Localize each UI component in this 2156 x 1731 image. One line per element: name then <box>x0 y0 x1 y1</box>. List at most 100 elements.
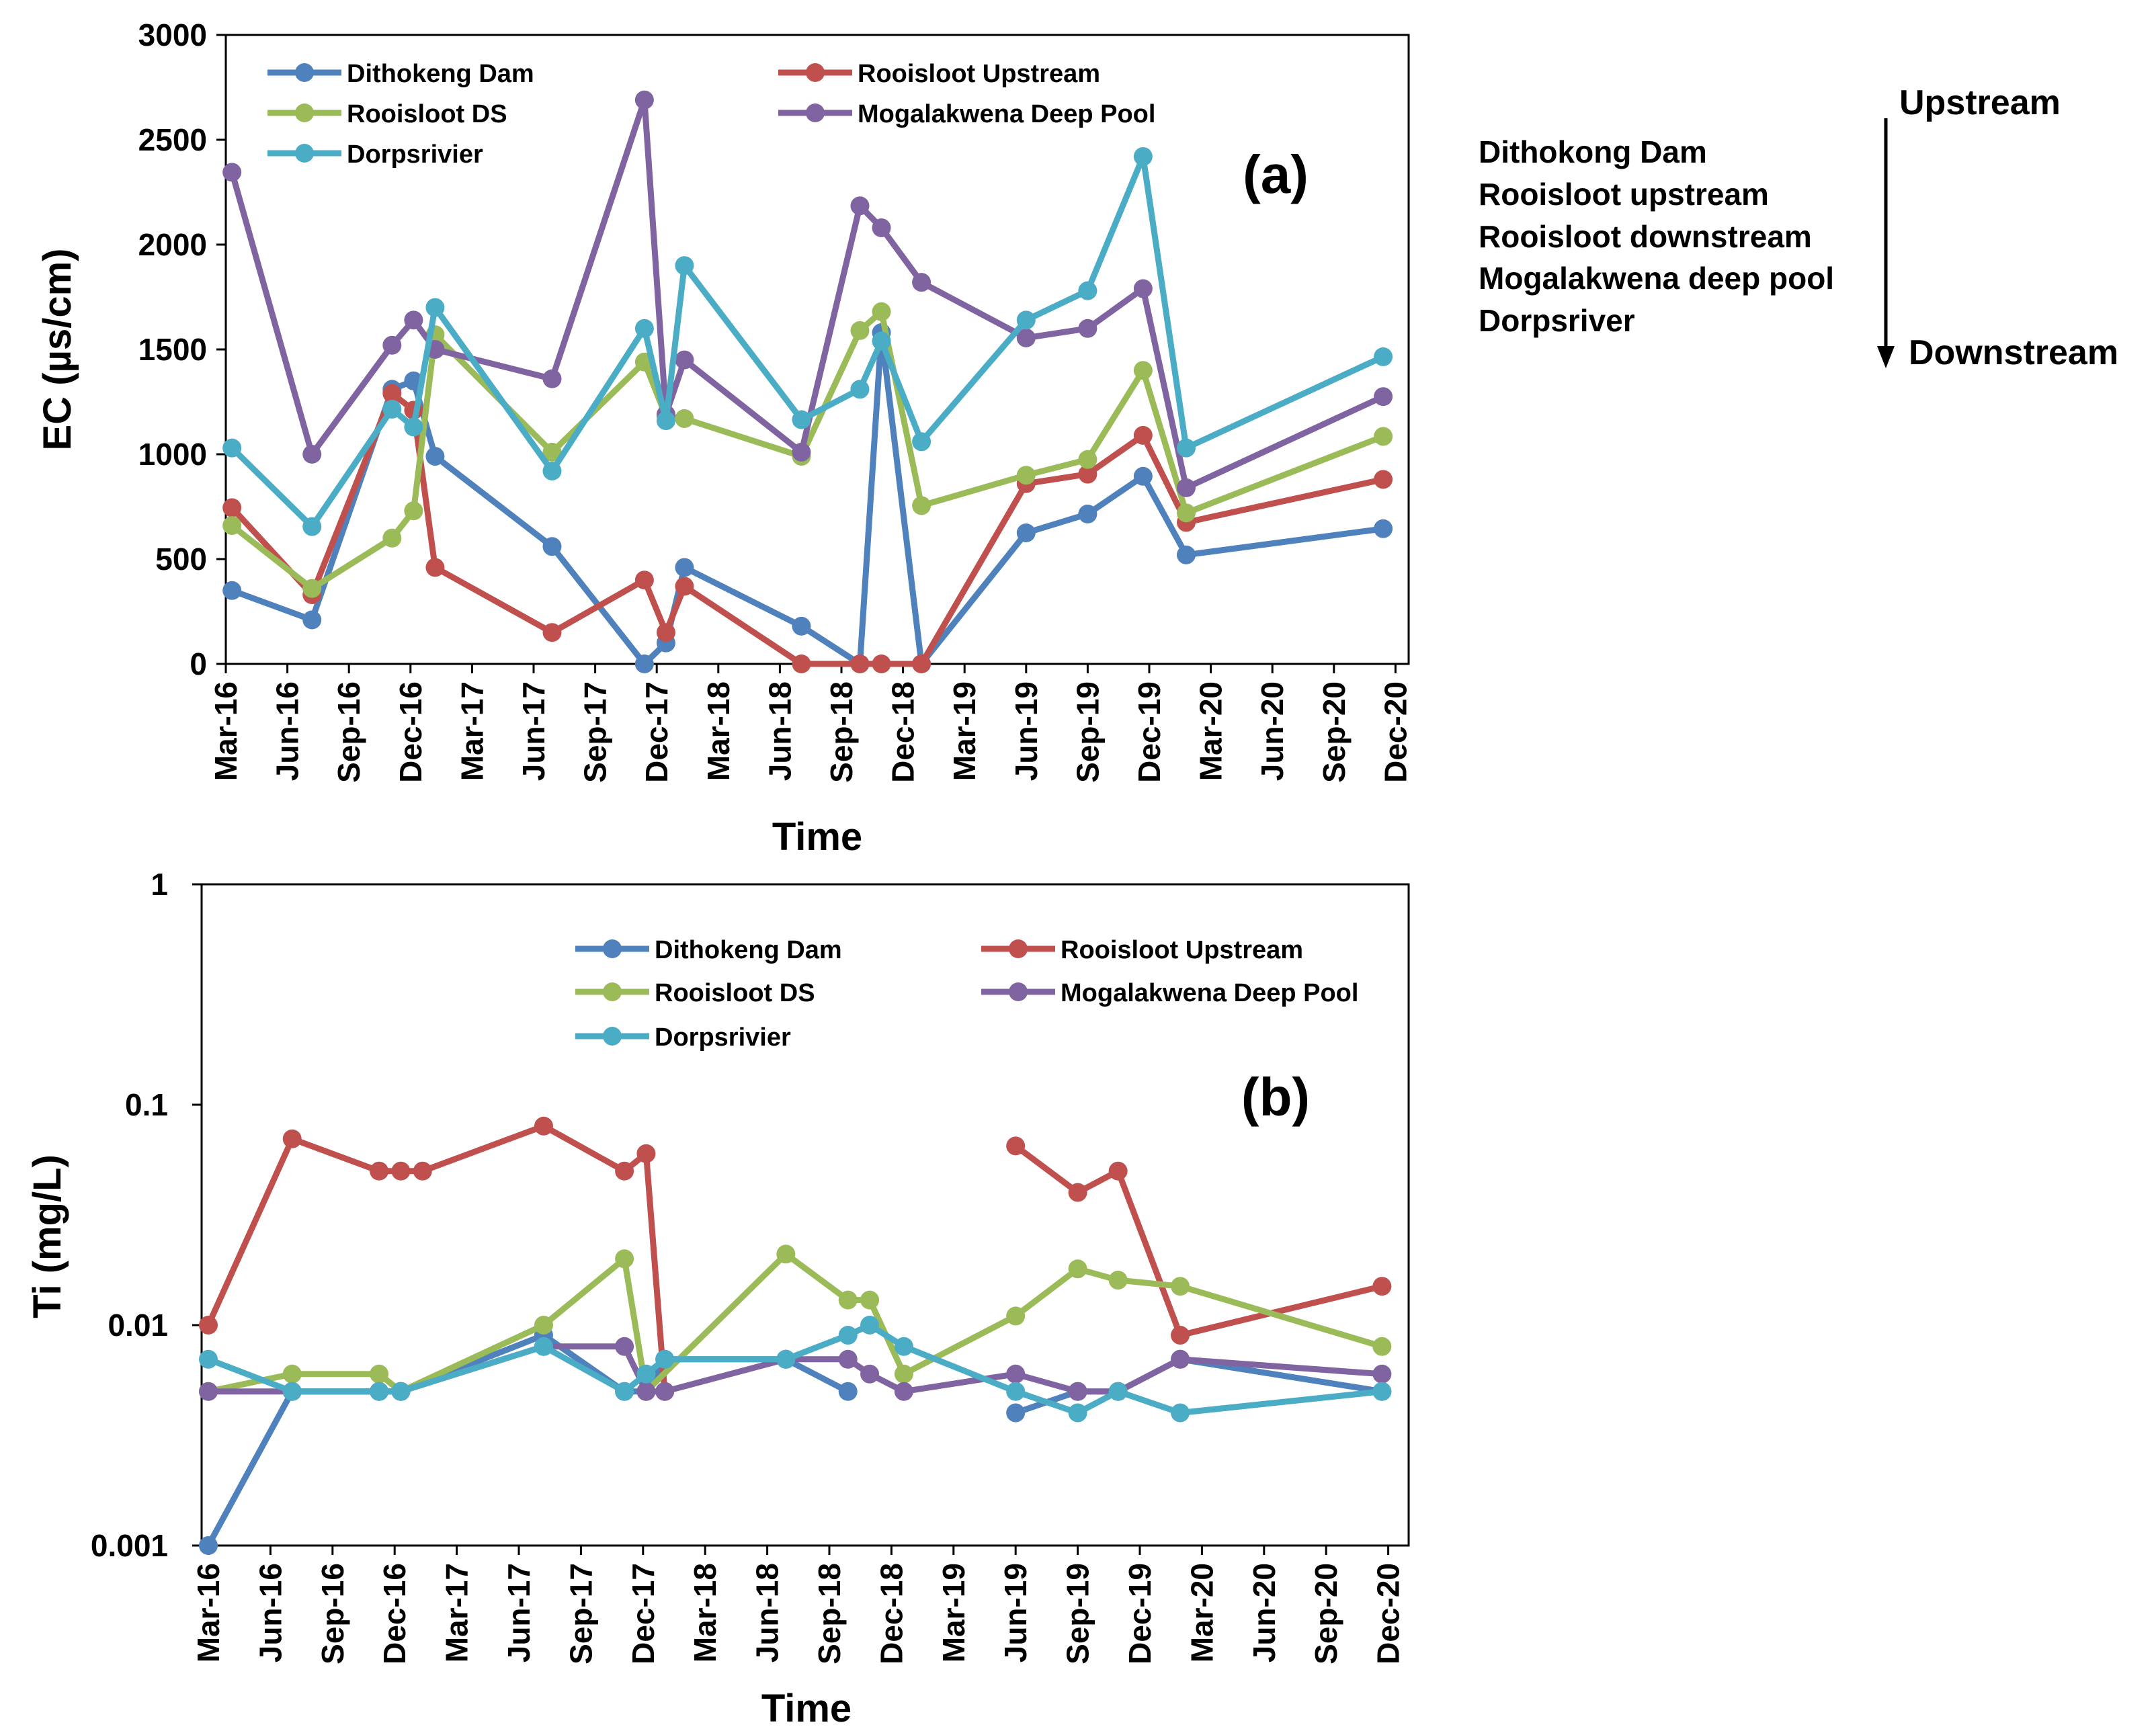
a-xtick-label: Mar-17 <box>454 681 489 781</box>
a-xtick-label: Dec-19 <box>1132 681 1167 783</box>
b-ytick-label: 0.01 <box>108 1308 168 1343</box>
a-point-dorpsrivier <box>792 410 811 429</box>
a-point-rooisloot-upstream <box>872 655 891 673</box>
b-point-rooisloot-ds <box>1372 1337 1392 1356</box>
b-point-rooisloot-upstream <box>391 1161 411 1181</box>
a-xtick-label: Dec-20 <box>1378 681 1413 783</box>
a-point-rooisloot-upstream <box>222 498 242 517</box>
b-point-rooisloot-upstream <box>534 1116 553 1136</box>
a-legend-label: Mogalakwena Deep Pool <box>858 100 1155 128</box>
a-point-mogalakwena-deep-pool <box>792 442 811 462</box>
a-point-dithokeng-dam <box>302 610 322 630</box>
a-xtick-label: Sep-20 <box>1317 681 1352 783</box>
a-series-dorpsrivier <box>222 146 1393 536</box>
b-point-dorpsrivier <box>282 1382 302 1401</box>
a-ytick-label: 2500 <box>138 122 207 157</box>
b-point-dorpsrivier <box>1372 1382 1392 1401</box>
a-series-rooisloot-upstream <box>222 384 1393 673</box>
b-xtick-label: Sep-20 <box>1309 1563 1343 1664</box>
b-point-rooisloot-upstream <box>1372 1277 1392 1296</box>
a-point-rooisloot-upstream <box>634 571 654 590</box>
a-xtick-label: Jun-17 <box>516 681 551 781</box>
b-point-rooisloot-upstream <box>636 1144 656 1163</box>
b-legend-item-dithokeng-dam: Dithokeng Dam <box>575 936 842 964</box>
chart-panel-b: 0.001 0.01 0.1 1 Mar-16 Jun-16 Sep-16 Dec-16 Ma… <box>26 867 1410 1730</box>
b-ytick-label: 1 <box>151 867 168 902</box>
b-point-mogalakwena-deep-pool <box>199 1382 218 1401</box>
a-legend-label: Dithokeng Dam <box>347 60 534 88</box>
a-point-mogalakwena-deep-pool <box>634 90 654 110</box>
a-ytick-label: 1500 <box>138 332 207 367</box>
a-point-rooisloot-ds <box>1176 503 1196 523</box>
a-legend-item-dithokeng-dam: Dithokeng Dam <box>267 60 534 88</box>
b-legend-item-dorpsrivier: Dorpsrivier <box>575 1023 791 1052</box>
b-point-dorpsrivier <box>615 1382 634 1401</box>
a-xtick-label: Dec-16 <box>393 681 428 783</box>
b-point-rooisloot-upstream <box>1006 1136 1026 1156</box>
a-point-rooisloot-ds <box>675 409 694 428</box>
flow-arrow-head <box>1877 346 1895 368</box>
b-point-rooisloot-ds <box>838 1290 858 1310</box>
a-point-dorpsrivier <box>1016 310 1036 330</box>
a-point-mogalakwena-deep-pool <box>404 310 423 330</box>
a-xtick-label: Mar-19 <box>947 681 982 781</box>
b-point-rooisloot-ds <box>370 1364 389 1384</box>
a-point-dithokeng-dam <box>425 447 445 466</box>
b-point-rooisloot-ds <box>1006 1306 1026 1326</box>
b-legend-label: Rooisloot DS <box>655 979 815 1007</box>
b-point-dithokeng-dam <box>838 1382 858 1401</box>
a-point-rooisloot-upstream <box>425 558 445 577</box>
a-point-rooisloot-ds <box>872 302 891 321</box>
a-point-dorpsrivier <box>1133 146 1153 166</box>
b-xtick-label: Jun-16 <box>253 1563 288 1662</box>
b-line-rooisloot-ds <box>208 1251 1383 1395</box>
b-point-rooisloot-upstream <box>1068 1183 1087 1202</box>
panel-b-xlabel: Time <box>761 1687 852 1730</box>
a-ytick-label: 1000 <box>138 437 207 472</box>
b-legend-item-mogalakwena-deep-pool: Mogalakwena Deep Pool <box>981 979 1358 1007</box>
a-point-rooisloot-upstream <box>656 623 675 642</box>
a-xtick-label: Sep-17 <box>578 681 613 783</box>
b-point-dorpsrivier <box>1171 1403 1190 1423</box>
b-point-mogalakwena-deep-pool <box>655 1382 675 1401</box>
b-line-rooisloot-upstream <box>1013 1143 1383 1339</box>
b-point-mogalakwena-deep-pool <box>860 1364 880 1384</box>
a-point-rooisloot-upstream <box>792 655 811 673</box>
b-xtick-label: Dec-17 <box>626 1563 661 1664</box>
b-point-mogalakwena-deep-pool <box>1006 1364 1026 1384</box>
b-point-dorpsrivier <box>534 1337 553 1356</box>
a-point-dithokeng-dam <box>792 616 811 636</box>
a-point-mogalakwena-deep-pool <box>222 163 242 182</box>
a-point-dorpsrivier <box>382 399 402 419</box>
b-point-rooisloot-ds <box>1171 1277 1190 1296</box>
b-xtick-label: Jun-19 <box>998 1563 1033 1662</box>
b-point-dorpsrivier <box>636 1364 656 1384</box>
b-xtick-label: Jun-18 <box>750 1563 785 1662</box>
a-point-rooisloot-ds <box>542 442 562 462</box>
a-point-dorpsrivier <box>1374 347 1393 366</box>
b-point-dorpsrivier <box>860 1316 880 1335</box>
a-point-rooisloot-upstream <box>1133 425 1153 445</box>
b-legend-item-rooisloot-upstream: Rooisloot Upstream <box>981 936 1303 964</box>
panel-a-label: (a) <box>1243 144 1309 204</box>
a-legend-item-rooisloot-upstream: Rooisloot Upstream <box>778 60 1100 88</box>
a-point-dorpsrivier <box>872 331 891 351</box>
a-point-rooisloot-ds <box>1016 466 1036 485</box>
b-point-dorpsrivier <box>894 1337 913 1356</box>
a-point-rooisloot-upstream <box>912 655 931 673</box>
b-point-mogalakwena-deep-pool <box>615 1337 634 1356</box>
a-point-mogalakwena-deep-pool <box>1176 478 1196 497</box>
b-legend-marker <box>1009 939 1028 958</box>
b-point-rooisloot-ds <box>860 1290 880 1310</box>
panel-a-ylabel: EC (µs/cm) <box>36 249 79 451</box>
plot-area-b <box>200 883 1410 1547</box>
b-legend-marker <box>603 939 622 958</box>
b-point-dorpsrivier <box>655 1349 675 1369</box>
b-point-rooisloot-upstream <box>199 1316 218 1335</box>
site-item-5: Dorpsriver <box>1479 303 1635 338</box>
site-item-2: Rooisloot upstream <box>1479 177 1769 212</box>
a-point-rooisloot-upstream <box>850 655 870 673</box>
b-xtick-label: Sep-19 <box>1061 1563 1095 1664</box>
chart-panel-a: 0 500 1000 1500 2000 2500 3000 Mar-16 Jun-16 Sep… <box>36 17 1413 859</box>
a-point-mogalakwena-deep-pool <box>675 350 694 370</box>
